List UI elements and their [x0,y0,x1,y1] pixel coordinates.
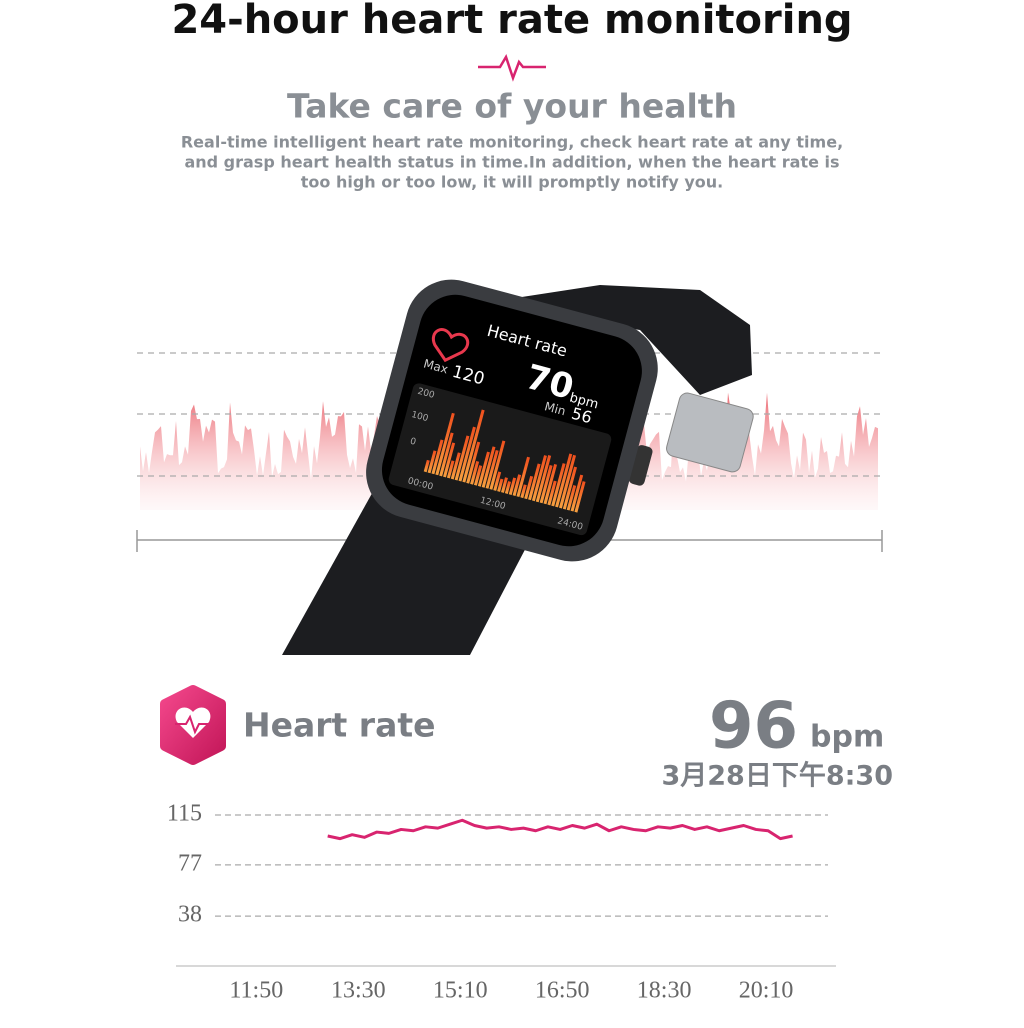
screen-bar [431,439,444,475]
heart-icon-heart [175,707,211,738]
screen-bar [489,440,506,490]
screen-bar [466,441,481,484]
screen-bar [555,453,573,508]
screen-bar [462,409,485,483]
screen-bar [516,456,530,498]
screen-min: 56 [570,404,595,428]
watch: Heart rate 70 bpm Max 120 Min 56 200 100… [282,279,754,655]
y-tick-label: 38 [178,902,202,928]
reading-time: 3月28日下午8:30 [661,760,893,792]
screen-bar [501,477,508,493]
screen-bar [473,465,483,486]
x-tick-label: 13:30 [331,978,386,1004]
screen-bar [531,455,547,502]
screen-bar [558,454,577,509]
screen-bar [524,475,534,500]
subtitle: Take care of your health [287,87,737,126]
reading-label: Heart rate [243,706,436,745]
screen-ytick: 0 [409,437,417,448]
screen-bar [485,449,499,489]
screen-bar [508,477,517,495]
chart: 115 77 38 11:50 13:30 15:10 16:50 18:30 20:10 [167,801,836,1004]
x-tick-label: 11:50 [229,978,283,1004]
x-tick-label: 18:30 [637,978,692,1004]
screen-bar [551,463,566,507]
reading-unit: bpm [810,720,884,755]
screen-bar [454,435,470,481]
x-tick-label: 15:10 [433,978,488,1004]
screen-bar [470,461,480,485]
screen-bar [443,442,456,478]
screen-bar [446,460,455,479]
background-grid [137,352,880,477]
line [327,818,793,841]
description-line: Real-time intelligent heart rate monitor… [181,133,843,152]
screen-bar [566,485,577,511]
screen-bar [562,466,578,510]
screen-unit: bpm [568,390,600,412]
screen-bar [504,481,512,494]
y-tick-label: 115 [167,801,202,827]
y-tick-label: 77 [178,850,202,876]
screen-heart [431,328,470,363]
screen-min-label: Min [543,399,567,418]
screen-bar [493,471,502,491]
x-tick-label: 20:10 [739,978,794,1004]
screen-bar [497,478,504,492]
pulse-icon [478,54,546,82]
crown [628,445,653,486]
screen-bar [539,465,553,504]
screen-bar [458,426,476,482]
screen-bar [528,463,541,501]
screen-bar [423,459,430,473]
screen-bar [535,455,552,503]
screen-bars [423,409,586,513]
screen-ytick: 200 [416,387,435,401]
description-line: too high or too low, it will promptly no… [301,173,724,192]
screen-bar [481,446,496,488]
reading-value: 96 [709,690,798,764]
screen-bar [547,480,557,506]
screen-bar [427,450,437,474]
screen-max-label: Max [422,356,450,376]
screen-bar [450,452,461,480]
description-line: and grasp heart health status in time.In… [184,153,839,172]
buckle [666,392,754,473]
screen-bar [520,484,527,499]
heart-icon-pulse [175,714,211,735]
screen-bar [574,481,586,513]
screen-bar [512,474,522,497]
screen-bar [543,463,558,505]
x-tick-label: 16:50 [535,978,590,1004]
screen-ytick: 100 [410,410,429,424]
screen-bar [477,451,490,487]
screen-bar [435,412,455,476]
screen-bar [439,432,454,477]
title: 24-hour heart rate monitoring [171,0,852,43]
screen-bar [570,474,584,512]
